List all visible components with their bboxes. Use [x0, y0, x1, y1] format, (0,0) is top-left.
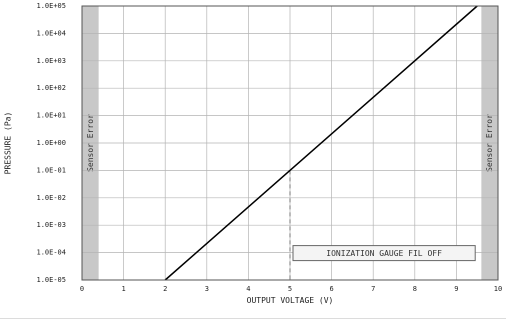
x-tick-label: 10	[494, 285, 502, 293]
x-tick-label: 4	[246, 285, 250, 293]
plot-frame	[81, 5, 499, 281]
x-tick-label: 0	[80, 285, 84, 293]
y-tick-label: 1.0E-01	[36, 166, 66, 174]
x-tick-label: 3	[205, 285, 209, 293]
series-line-0	[164, 5, 478, 281]
x-tick-label: 8	[413, 285, 417, 293]
x-axis-title: OUTPUT VOLTAGE (V)	[247, 296, 334, 305]
x-tick-label: 7	[371, 285, 375, 293]
x-tick-label: 9	[454, 285, 458, 293]
x-tick-label: 6	[329, 285, 333, 293]
y-axis-title: PRESSURE (Pa)	[4, 112, 13, 175]
annotation-label-0: IONIZATION GAUGE FIL OFF	[326, 249, 442, 258]
y-tick-label: 1.0E-05	[36, 276, 66, 284]
grid-lines	[81, 5, 499, 281]
x-tick-label: 5	[288, 285, 292, 293]
x-tick-labels: 0 1 2 3 4 5 6 7 8 9 10	[80, 285, 502, 293]
annotation-group: IONIZATION GAUGE FIL OFF	[292, 245, 476, 262]
y-tick-labels: 1.0E-05 1.0E-04 1.0E-03 1.0E-02 1.0E-01 1.0E+…	[36, 2, 66, 284]
x-tick-label: 2	[163, 285, 167, 293]
annotation-box-0	[292, 245, 476, 262]
y-tick-label: 1.0E-02	[36, 194, 66, 202]
x-tick-label: 1	[121, 285, 125, 293]
y-tick-label: 1.0E-04	[36, 249, 66, 257]
y-tick-label: 1.0E+01	[36, 112, 66, 120]
y-tick-label: 1.0E+00	[36, 139, 66, 147]
y-tick-label: 1.0E+04	[36, 29, 66, 37]
y-tick-label: 1.0E+03	[36, 57, 66, 65]
y-tick-label: 1.0E+02	[36, 84, 66, 92]
series-group	[164, 5, 478, 281]
y-tick-label: 1.0E+05	[36, 2, 66, 10]
y-tick-label: 1.0E-03	[36, 221, 66, 229]
